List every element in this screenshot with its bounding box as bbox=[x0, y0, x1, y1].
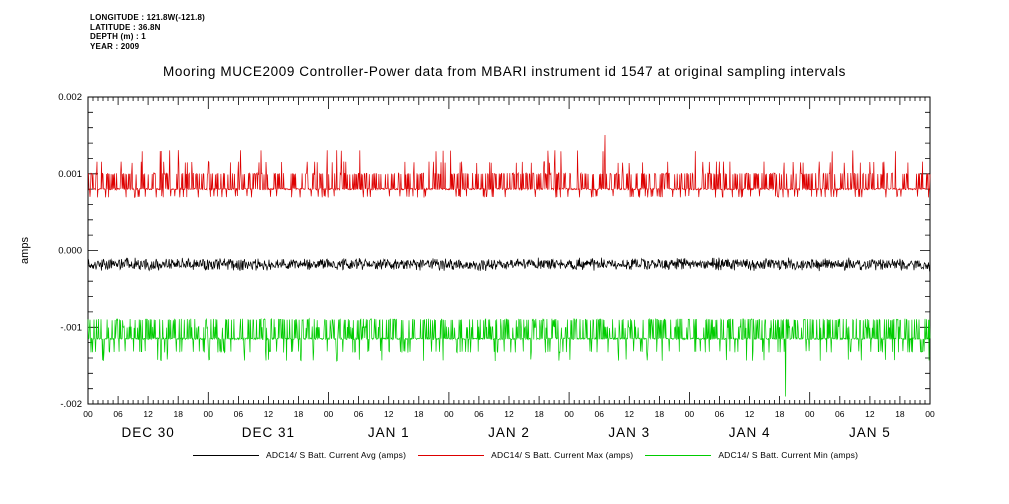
x-day-label: DEC 30 bbox=[122, 425, 175, 440]
y-tick-label: 0.001 bbox=[58, 169, 82, 180]
y-axis-title: amps bbox=[19, 237, 31, 264]
x-tick-label: 00 bbox=[324, 409, 334, 419]
legend-label-min: ADC14/ S Batt. Current Min (amps) bbox=[718, 450, 859, 460]
x-tick-label: 12 bbox=[865, 409, 875, 419]
legend: ADC14/ S Batt. Current Avg (amps) ADC14/… bbox=[193, 450, 870, 460]
x-tick-label: 06 bbox=[474, 409, 484, 419]
x-tick-label: 06 bbox=[354, 409, 364, 419]
x-tick-label: 12 bbox=[264, 409, 274, 419]
x-axis-bottom-ticks bbox=[87, 392, 931, 404]
x-day-label: JAN 3 bbox=[608, 425, 650, 440]
y-tick-label: -.002 bbox=[60, 399, 82, 410]
x-tick-label: 18 bbox=[655, 409, 665, 419]
x-tick-label: 18 bbox=[414, 409, 424, 419]
plot-info-block: LONGITUDE : 121.8W(-121.8) LATITUDE : 36… bbox=[90, 13, 205, 51]
x-tick-label: 00 bbox=[83, 409, 93, 419]
legend-line-max bbox=[418, 454, 485, 456]
y-tick-label: 0.000 bbox=[58, 246, 82, 257]
x-tick-label: 06 bbox=[113, 409, 123, 419]
legend-entry-min: ADC14/ S Batt. Current Min (amps) bbox=[645, 450, 858, 460]
y-tick-label: -.001 bbox=[60, 322, 82, 333]
x-tick-label: 00 bbox=[805, 409, 815, 419]
info-longitude: LONGITUDE : 121.8W(-121.8) bbox=[90, 13, 206, 22]
x-tick-label: 12 bbox=[143, 409, 153, 419]
x-day-label: DEC 31 bbox=[242, 425, 295, 440]
info-year: YEAR : 2009 bbox=[90, 41, 140, 51]
legend-line-avg bbox=[193, 454, 259, 456]
x-day-label: JAN 5 bbox=[849, 425, 891, 440]
x-tick-label: 06 bbox=[594, 409, 604, 419]
legend-label-max: ADC14/ S Batt. Current Max (amps) bbox=[491, 450, 634, 460]
x-tick-label: 00 bbox=[204, 409, 214, 419]
x-tick-label: 18 bbox=[294, 409, 304, 419]
legend-line-min bbox=[645, 454, 712, 456]
plot-frame bbox=[87, 96, 931, 405]
x-tick-label: 18 bbox=[173, 409, 183, 419]
x-day-label: JAN 1 bbox=[368, 425, 410, 440]
plot-title: Mooring MUCE2009 Controller-Power data f… bbox=[163, 64, 846, 79]
x-tick-label: 18 bbox=[775, 409, 785, 419]
x-tick-label: 06 bbox=[835, 409, 845, 419]
x-tick-label: 00 bbox=[444, 409, 454, 419]
series-min-line bbox=[87, 317, 931, 397]
legend-entry-avg: ADC14/ S Batt. Current Avg (amps) bbox=[193, 450, 406, 460]
x-axis-top-ticks bbox=[87, 97, 931, 109]
x-tick-label: 18 bbox=[895, 409, 905, 419]
legend-entry-max: ADC14/ S Batt. Current Max (amps) bbox=[418, 450, 633, 460]
x-tick-label: 06 bbox=[715, 409, 725, 419]
y-axis-left-ticks bbox=[88, 96, 98, 405]
x-tick-label: 00 bbox=[685, 409, 695, 419]
x-tick-label: 00 bbox=[564, 409, 574, 419]
x-day-label: JAN 4 bbox=[729, 425, 771, 440]
y-tick-label: 0.002 bbox=[58, 92, 82, 103]
series-avg-line bbox=[87, 257, 931, 272]
info-depth: DEPTH (m) : 1 bbox=[90, 32, 146, 41]
x-tick-label: 18 bbox=[534, 409, 544, 419]
y-axis-right-ticks bbox=[920, 96, 930, 405]
x-tick-label: 12 bbox=[504, 409, 514, 419]
x-day-label: JAN 2 bbox=[488, 425, 530, 440]
x-tick-label: 12 bbox=[384, 409, 394, 419]
series-max-line bbox=[87, 134, 931, 198]
x-tick-label: 12 bbox=[745, 409, 755, 419]
x-tick-label: 00 bbox=[925, 409, 935, 419]
legend-label-avg: ADC14/ S Batt. Current Avg (amps) bbox=[266, 450, 407, 460]
info-latitude: LATITUDE : 36.8N bbox=[90, 22, 161, 32]
x-tick-label: 12 bbox=[625, 409, 635, 419]
x-tick-label: 06 bbox=[234, 409, 244, 419]
